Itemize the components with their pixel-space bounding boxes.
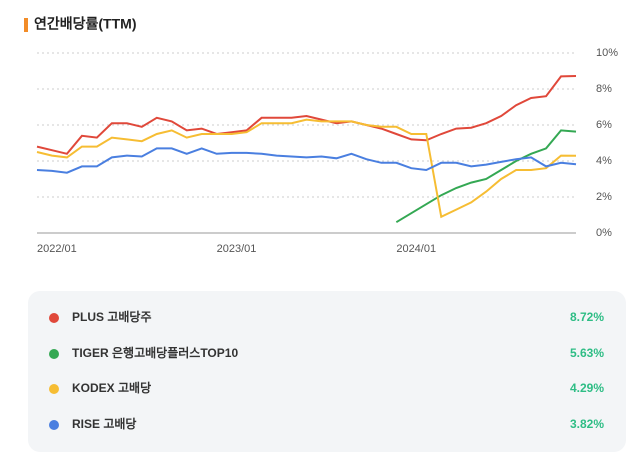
legend-label: TIGER 은행고배당플러스TOP10: [72, 345, 238, 360]
series-line: [36, 118, 577, 219]
chart-title: 연간배당률(TTM): [34, 16, 137, 32]
y-tick-label: 2%: [596, 191, 612, 203]
legend-value: 3.82%: [570, 417, 604, 431]
title-marker: [24, 18, 28, 32]
series-line: [36, 147, 577, 174]
y-tick-label: 6%: [596, 119, 612, 131]
legend-label: RISE 고배당: [72, 416, 136, 431]
legend-dot: [49, 420, 59, 430]
legend-label: KODEX 고배당: [72, 380, 151, 395]
legend-value: 5.63%: [570, 346, 604, 360]
y-tick-label: 4%: [596, 155, 612, 167]
legend-dot: [49, 313, 59, 323]
x-tick-label: 2023/01: [217, 243, 257, 255]
legend-dot: [49, 384, 59, 394]
x-tick-label: 2024/01: [396, 243, 436, 255]
x-tick-label: 2022/01: [37, 243, 77, 255]
series-line: [36, 75, 577, 155]
legend-dot: [49, 349, 59, 359]
legend-value: 8.72%: [570, 310, 604, 324]
y-tick-label: 8%: [596, 83, 612, 95]
series-line: [395, 129, 577, 224]
y-tick-label: 0%: [596, 227, 612, 239]
legend-value: 4.29%: [570, 381, 604, 395]
legend-label: PLUS 고배당주: [72, 309, 152, 324]
legend-panel: [28, 291, 626, 452]
y-tick-label: 10%: [596, 47, 618, 59]
